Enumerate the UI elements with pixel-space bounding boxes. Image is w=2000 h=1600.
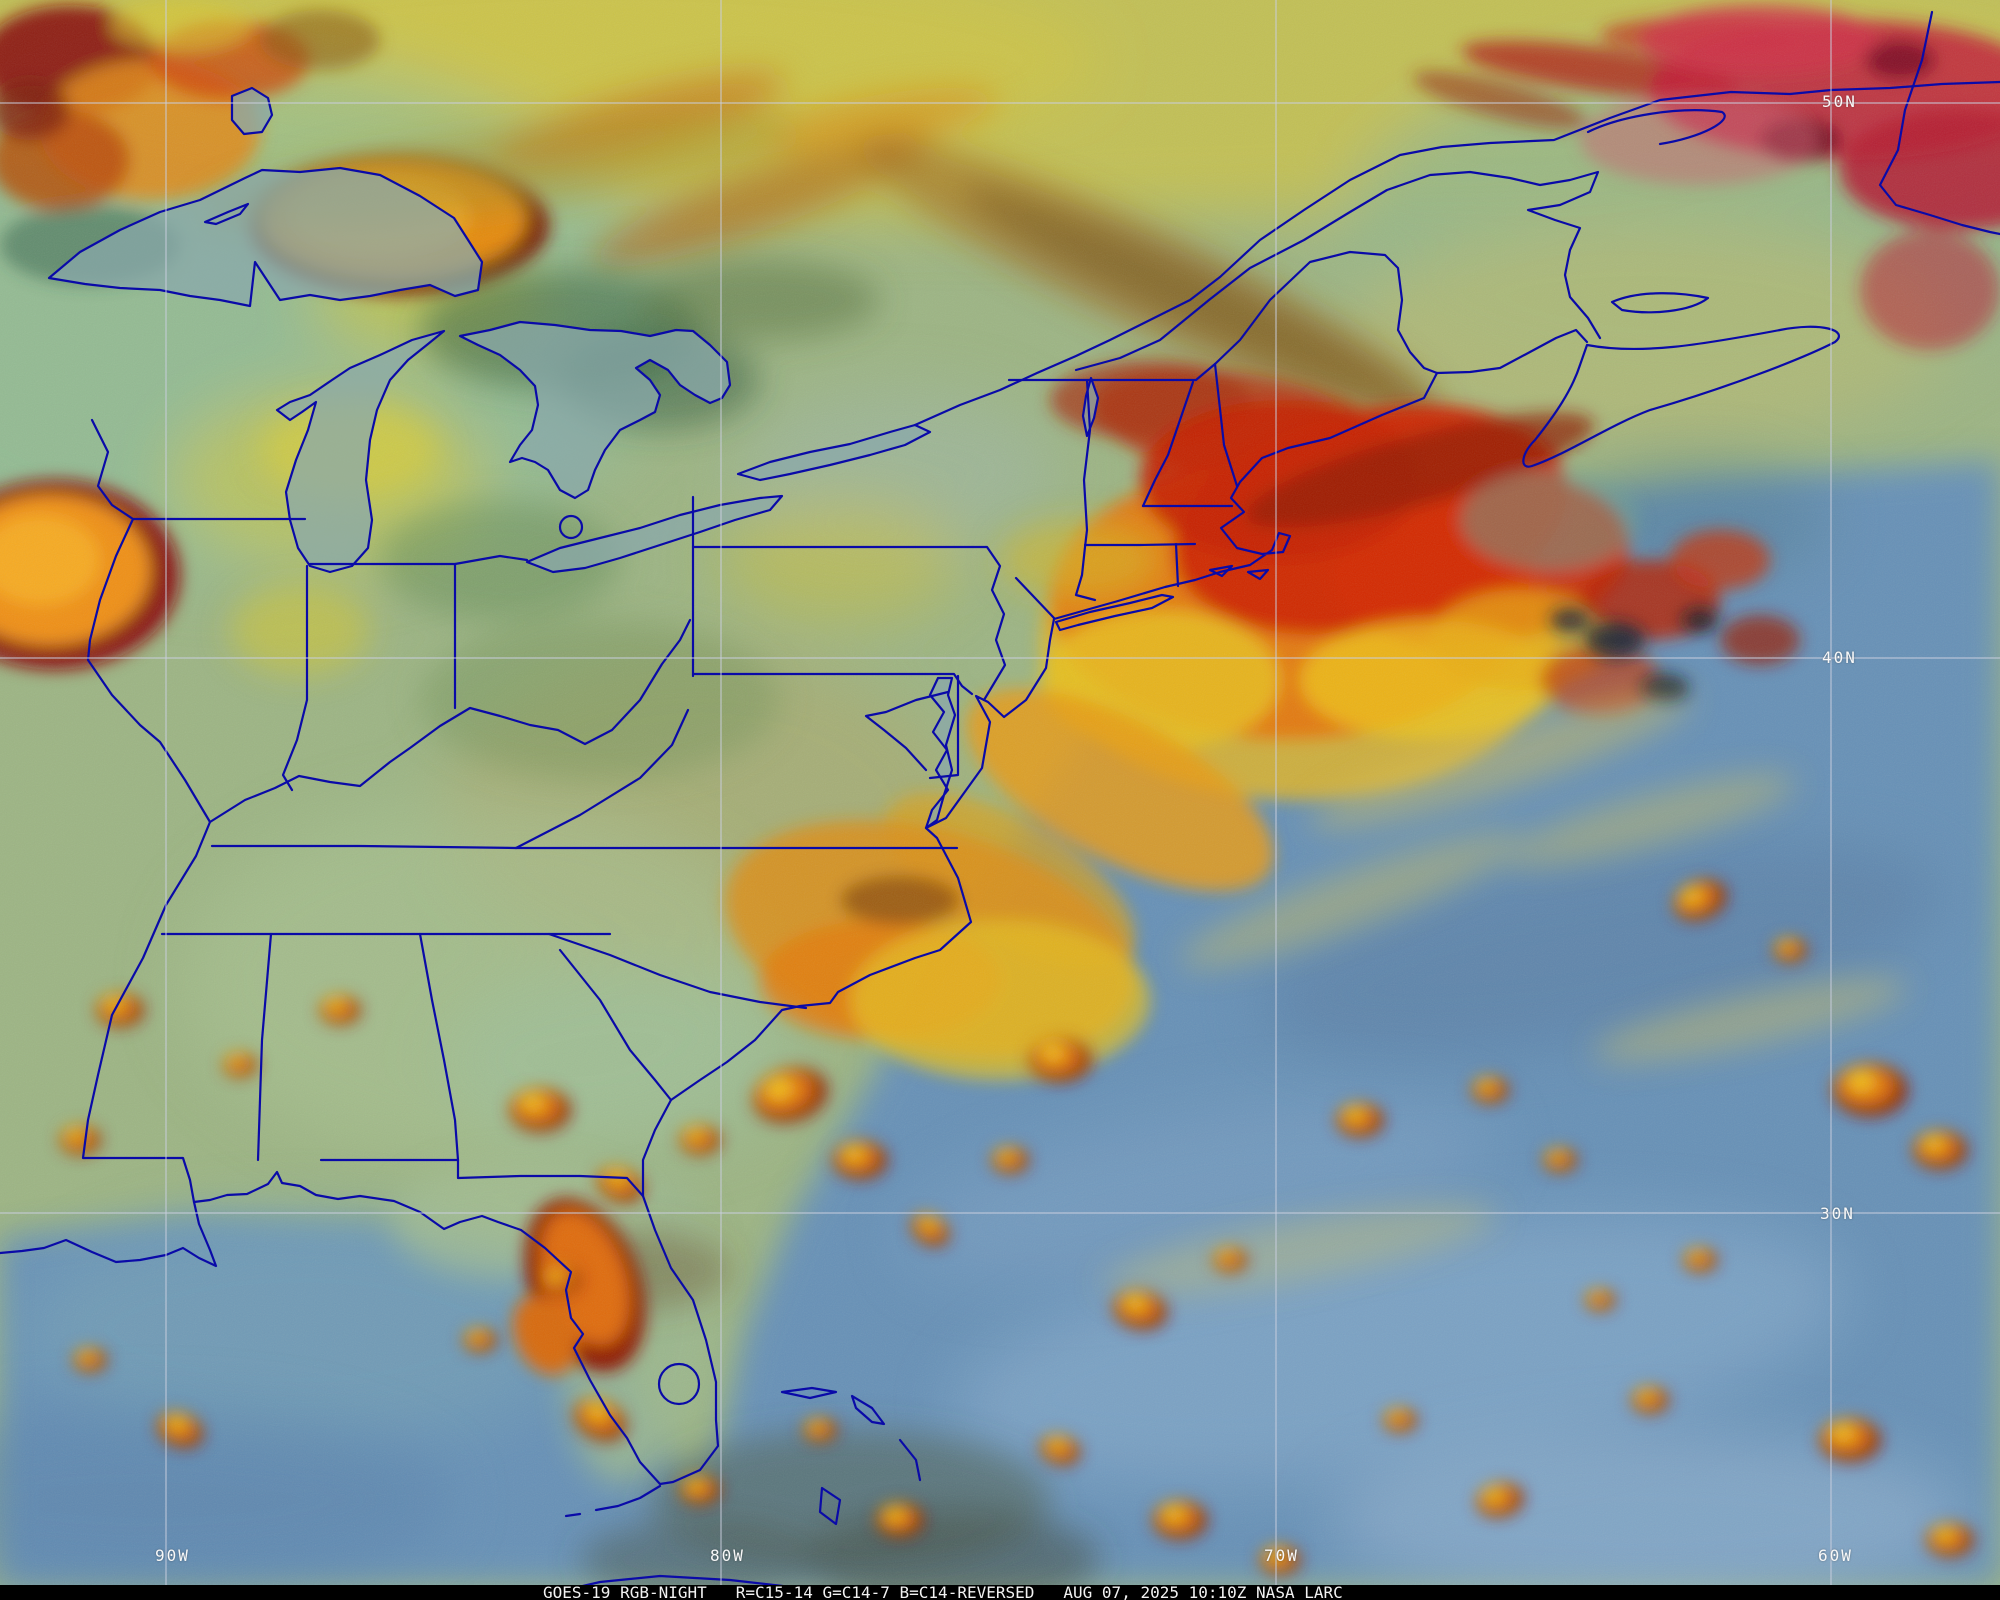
state-line-ny-west-new-england — [1074, 378, 1097, 602]
state-line-ms-al — [256, 932, 273, 1162]
lake-champlain — [1081, 376, 1100, 438]
state-line-ga-sc — [558, 948, 673, 1102]
lake-michigan — [275, 329, 446, 574]
state-line-ny-nj — [1014, 576, 1056, 620]
state-line-il-in — [281, 564, 309, 792]
mississippi-river — [81, 418, 212, 1204]
prince-edward-island — [1610, 292, 1710, 314]
longitude-label-70w: 70W — [1264, 1546, 1299, 1565]
lake-ontario — [736, 423, 932, 482]
state-line-fl-north — [319, 1158, 645, 1198]
grand-bahama — [780, 1386, 838, 1400]
longitude-label-90w: 90W — [155, 1546, 190, 1565]
state-line-nc-sc — [547, 932, 808, 1010]
us-coastline — [0, 371, 1439, 1486]
timestamp: AUG 07, 2025 10:10Z NASA LARC — [1063, 1583, 1343, 1600]
florida-keys — [564, 1484, 662, 1518]
andros-island — [818, 1486, 842, 1526]
lake-superior — [47, 166, 484, 308]
lake-erie — [525, 494, 784, 574]
eleuthera-island — [898, 1438, 922, 1482]
abaco-island — [850, 1394, 886, 1426]
state-line-vt-nh — [1141, 380, 1195, 508]
latitude-label-50n: 50N — [1822, 92, 1857, 111]
status-bar: GOES-19 RGB-NIGHT R=C15-14 G=C14-7 B=C14-… — [0, 1585, 2000, 1600]
state-line-md-de — [928, 674, 960, 780]
mason-dixon-line — [691, 672, 974, 696]
chesapeake-bay — [924, 676, 957, 830]
state-line-mi-south — [308, 554, 529, 566]
state-line-va-ky — [514, 708, 690, 850]
state-line-ky-tn — [210, 844, 518, 850]
new-brunswick-fundy-coast — [1435, 328, 1589, 375]
channel-recipe: R=C15-14 G=C14-7 B=C14-REVERSED — [735, 1583, 1035, 1600]
ohio-river — [208, 618, 692, 824]
map-borders-layer — [0, 10, 2000, 1600]
nantucket — [1246, 568, 1270, 581]
lake-okeechobee — [657, 1362, 701, 1406]
st-lawrence-north-shore — [913, 80, 2000, 427]
state-line-ct-ri — [1174, 542, 1180, 588]
potomac-river — [864, 690, 950, 772]
lake-nipigon — [230, 86, 274, 136]
latitude-label-30n: 30N — [1820, 1204, 1855, 1223]
anticosti-island — [1586, 109, 1726, 146]
state-line-pa-ny-nj — [691, 545, 1007, 702]
latitude-label-40n: 40N — [1822, 648, 1857, 667]
longitude-label-60w: 60W — [1818, 1546, 1853, 1565]
maine-canada-border — [1007, 250, 1439, 382]
long-island — [1054, 593, 1175, 632]
state-line-ma-south — [1083, 542, 1197, 547]
product-name: GOES-19 RGB-NIGHT — [543, 1583, 707, 1600]
longitude-label-80w: 80W — [710, 1546, 745, 1565]
state-line-nh-me — [1213, 362, 1239, 488]
lake-st-clair — [558, 514, 584, 540]
isle-royale — [203, 202, 250, 226]
lake-huron — [458, 320, 732, 500]
nova-scotia — [1522, 325, 1840, 468]
state-line-al-ga — [418, 932, 460, 1162]
newfoundland-coast — [1878, 10, 2000, 236]
st-lawrence-south-shore — [1074, 170, 1602, 372]
marthas-vineyard — [1208, 564, 1234, 578]
